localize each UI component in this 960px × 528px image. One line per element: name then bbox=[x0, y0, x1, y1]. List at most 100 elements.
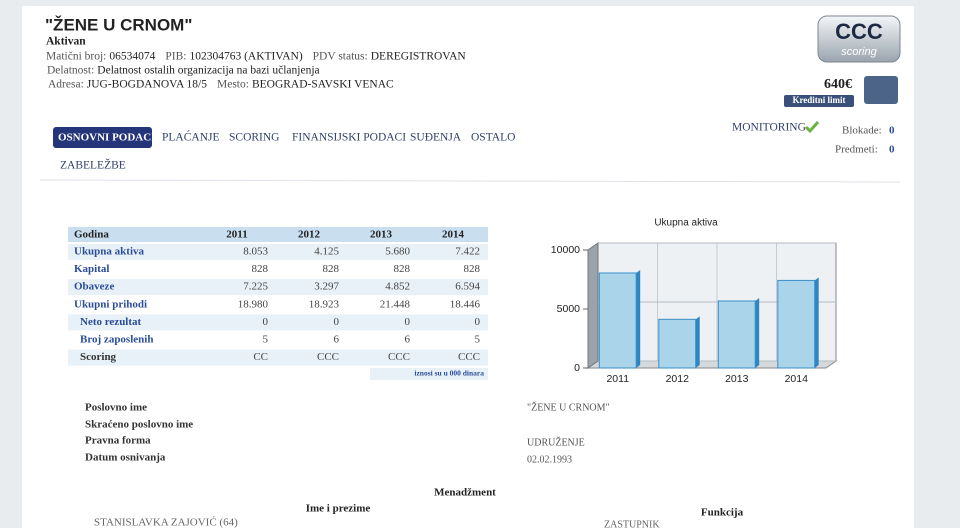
blokade-value: 0 bbox=[889, 125, 895, 137]
table-header: 2013 bbox=[370, 229, 393, 241]
cell: 828 bbox=[464, 263, 481, 275]
cell: 8.053 bbox=[243, 246, 268, 258]
cell: 5 bbox=[475, 334, 481, 346]
manager-name: STANISLAVKA ZAJOVIĆ (64) bbox=[94, 517, 238, 528]
cell: CCC bbox=[388, 351, 410, 363]
tab[interactable]: PLAĆANJE bbox=[162, 130, 220, 144]
table-header-bg bbox=[68, 227, 488, 242]
row-label: Scoring bbox=[80, 351, 117, 363]
cell: CCC bbox=[317, 351, 339, 363]
separator bbox=[39, 179, 901, 183]
bar bbox=[777, 279, 816, 369]
tab[interactable]: OSTALO bbox=[471, 132, 515, 144]
check-icon bbox=[804, 121, 820, 134]
detail-value: 02.02.1993 bbox=[527, 454, 572, 465]
logo-box bbox=[817, 15, 901, 63]
tab[interactable]: SUĐENJA bbox=[410, 132, 462, 144]
x-tick-label: 2012 bbox=[666, 373, 690, 385]
cell: 4.125 bbox=[314, 246, 339, 258]
bar-side bbox=[814, 277, 819, 368]
bar-side bbox=[636, 269, 641, 368]
cell: 6.594 bbox=[455, 281, 480, 293]
detail-label: Pravna forma bbox=[85, 435, 151, 447]
field-label: Delatnost: bbox=[47, 65, 94, 77]
table-header: 2011 bbox=[226, 229, 247, 241]
cell: 21.448 bbox=[380, 298, 411, 310]
detail-label: Datum osnivanja bbox=[85, 452, 166, 464]
field-label: PIB: bbox=[165, 51, 186, 63]
tab[interactable]: FINANSIJSKI PODACI bbox=[292, 132, 406, 144]
money-icon bbox=[864, 76, 898, 104]
blokade-label: Blokade: bbox=[842, 125, 882, 137]
row-stripe bbox=[68, 314, 488, 331]
row-stripe bbox=[68, 349, 488, 366]
table-note: iznosi su u 000 dinara bbox=[414, 369, 484, 378]
credit-limit-label: Kreditni limit bbox=[792, 95, 845, 105]
detail-label: Skraćeno poslovno ime bbox=[85, 419, 193, 431]
cell: CC bbox=[253, 351, 268, 363]
x-tick-label: 2011 bbox=[606, 373, 629, 385]
detail-value: UDRUŽENJE bbox=[527, 436, 585, 448]
monitoring[interactable]: MONITORING bbox=[732, 122, 806, 134]
column-header: Ime i prezime bbox=[306, 503, 371, 515]
field-value: Delatnost ostalih organizacija na bazi u… bbox=[97, 65, 319, 77]
cell: 7.422 bbox=[455, 246, 480, 258]
cell: 3.297 bbox=[314, 281, 339, 293]
field-label: Mesto: bbox=[217, 79, 249, 91]
field-value: 102304763 (AKTIVAN) bbox=[189, 51, 302, 63]
credit-badge bbox=[784, 95, 854, 107]
bar-side bbox=[695, 316, 700, 368]
bar bbox=[658, 318, 697, 369]
row-label: Ukupni prihodi bbox=[74, 298, 147, 310]
cell: 6 bbox=[405, 334, 411, 346]
field-label: Adresa: bbox=[48, 79, 84, 91]
logo-sub: scoring bbox=[841, 46, 877, 58]
bar bbox=[717, 300, 756, 369]
cell: 0 bbox=[263, 316, 269, 328]
cell: 0 bbox=[334, 316, 340, 328]
status: Aktivan bbox=[46, 36, 86, 48]
credit-limit: 640€ bbox=[824, 77, 852, 92]
predmeti-label: Predmeti: bbox=[835, 144, 878, 156]
manager-role: ZASTUPNIK bbox=[604, 519, 660, 528]
note-bg bbox=[370, 368, 488, 380]
row-label: Ukupna aktiva bbox=[74, 246, 145, 258]
column-header: Funkcija bbox=[701, 507, 744, 519]
x-tick-label: 2014 bbox=[785, 373, 809, 385]
cell: CCC bbox=[458, 351, 480, 363]
row-label: Neto rezultat bbox=[80, 316, 142, 328]
tab[interactable]: SCORING bbox=[229, 132, 279, 144]
y-tick-label: 5000 bbox=[557, 303, 581, 315]
cell: 828 bbox=[252, 263, 269, 275]
cell: 6 bbox=[334, 334, 340, 346]
logo: CCC bbox=[835, 19, 883, 44]
cell: 5.680 bbox=[385, 246, 410, 258]
table-header: 2014 bbox=[442, 229, 465, 241]
chart-side bbox=[587, 242, 599, 369]
cell: 18.446 bbox=[450, 298, 481, 310]
field-label: PDV status: bbox=[313, 51, 368, 63]
row-stripe bbox=[68, 279, 488, 296]
field-value: 06534074 bbox=[109, 51, 155, 63]
cell: 18.980 bbox=[238, 298, 269, 310]
cell: 5 bbox=[263, 334, 269, 346]
management-title: Menadžment bbox=[434, 487, 496, 499]
x-tick-label: 2013 bbox=[725, 373, 749, 385]
field-value: DEREGISTROVAN bbox=[371, 51, 467, 63]
row-label: Broj zaposlenih bbox=[80, 334, 153, 346]
row-stripe bbox=[68, 244, 488, 260]
y-tick-label: 10000 bbox=[551, 244, 580, 256]
tab[interactable]: ZABELEŽBE bbox=[60, 158, 126, 172]
cell: 4.852 bbox=[385, 281, 410, 293]
cell: 7.225 bbox=[243, 281, 268, 293]
table-header: Godina bbox=[74, 229, 109, 241]
active-tab[interactable] bbox=[53, 127, 152, 148]
table-header: 2012 bbox=[298, 229, 321, 241]
field-label: Matični broj: bbox=[46, 51, 106, 63]
cell: 18.923 bbox=[309, 298, 340, 310]
field-value: BEOGRAD-SAVSKI VENAC bbox=[252, 79, 394, 91]
cell: 0 bbox=[405, 316, 411, 328]
row-label: Kapital bbox=[74, 263, 109, 275]
tab[interactable]: OSNOVNI PODACI bbox=[58, 132, 155, 144]
row-label: Obaveze bbox=[74, 281, 114, 293]
